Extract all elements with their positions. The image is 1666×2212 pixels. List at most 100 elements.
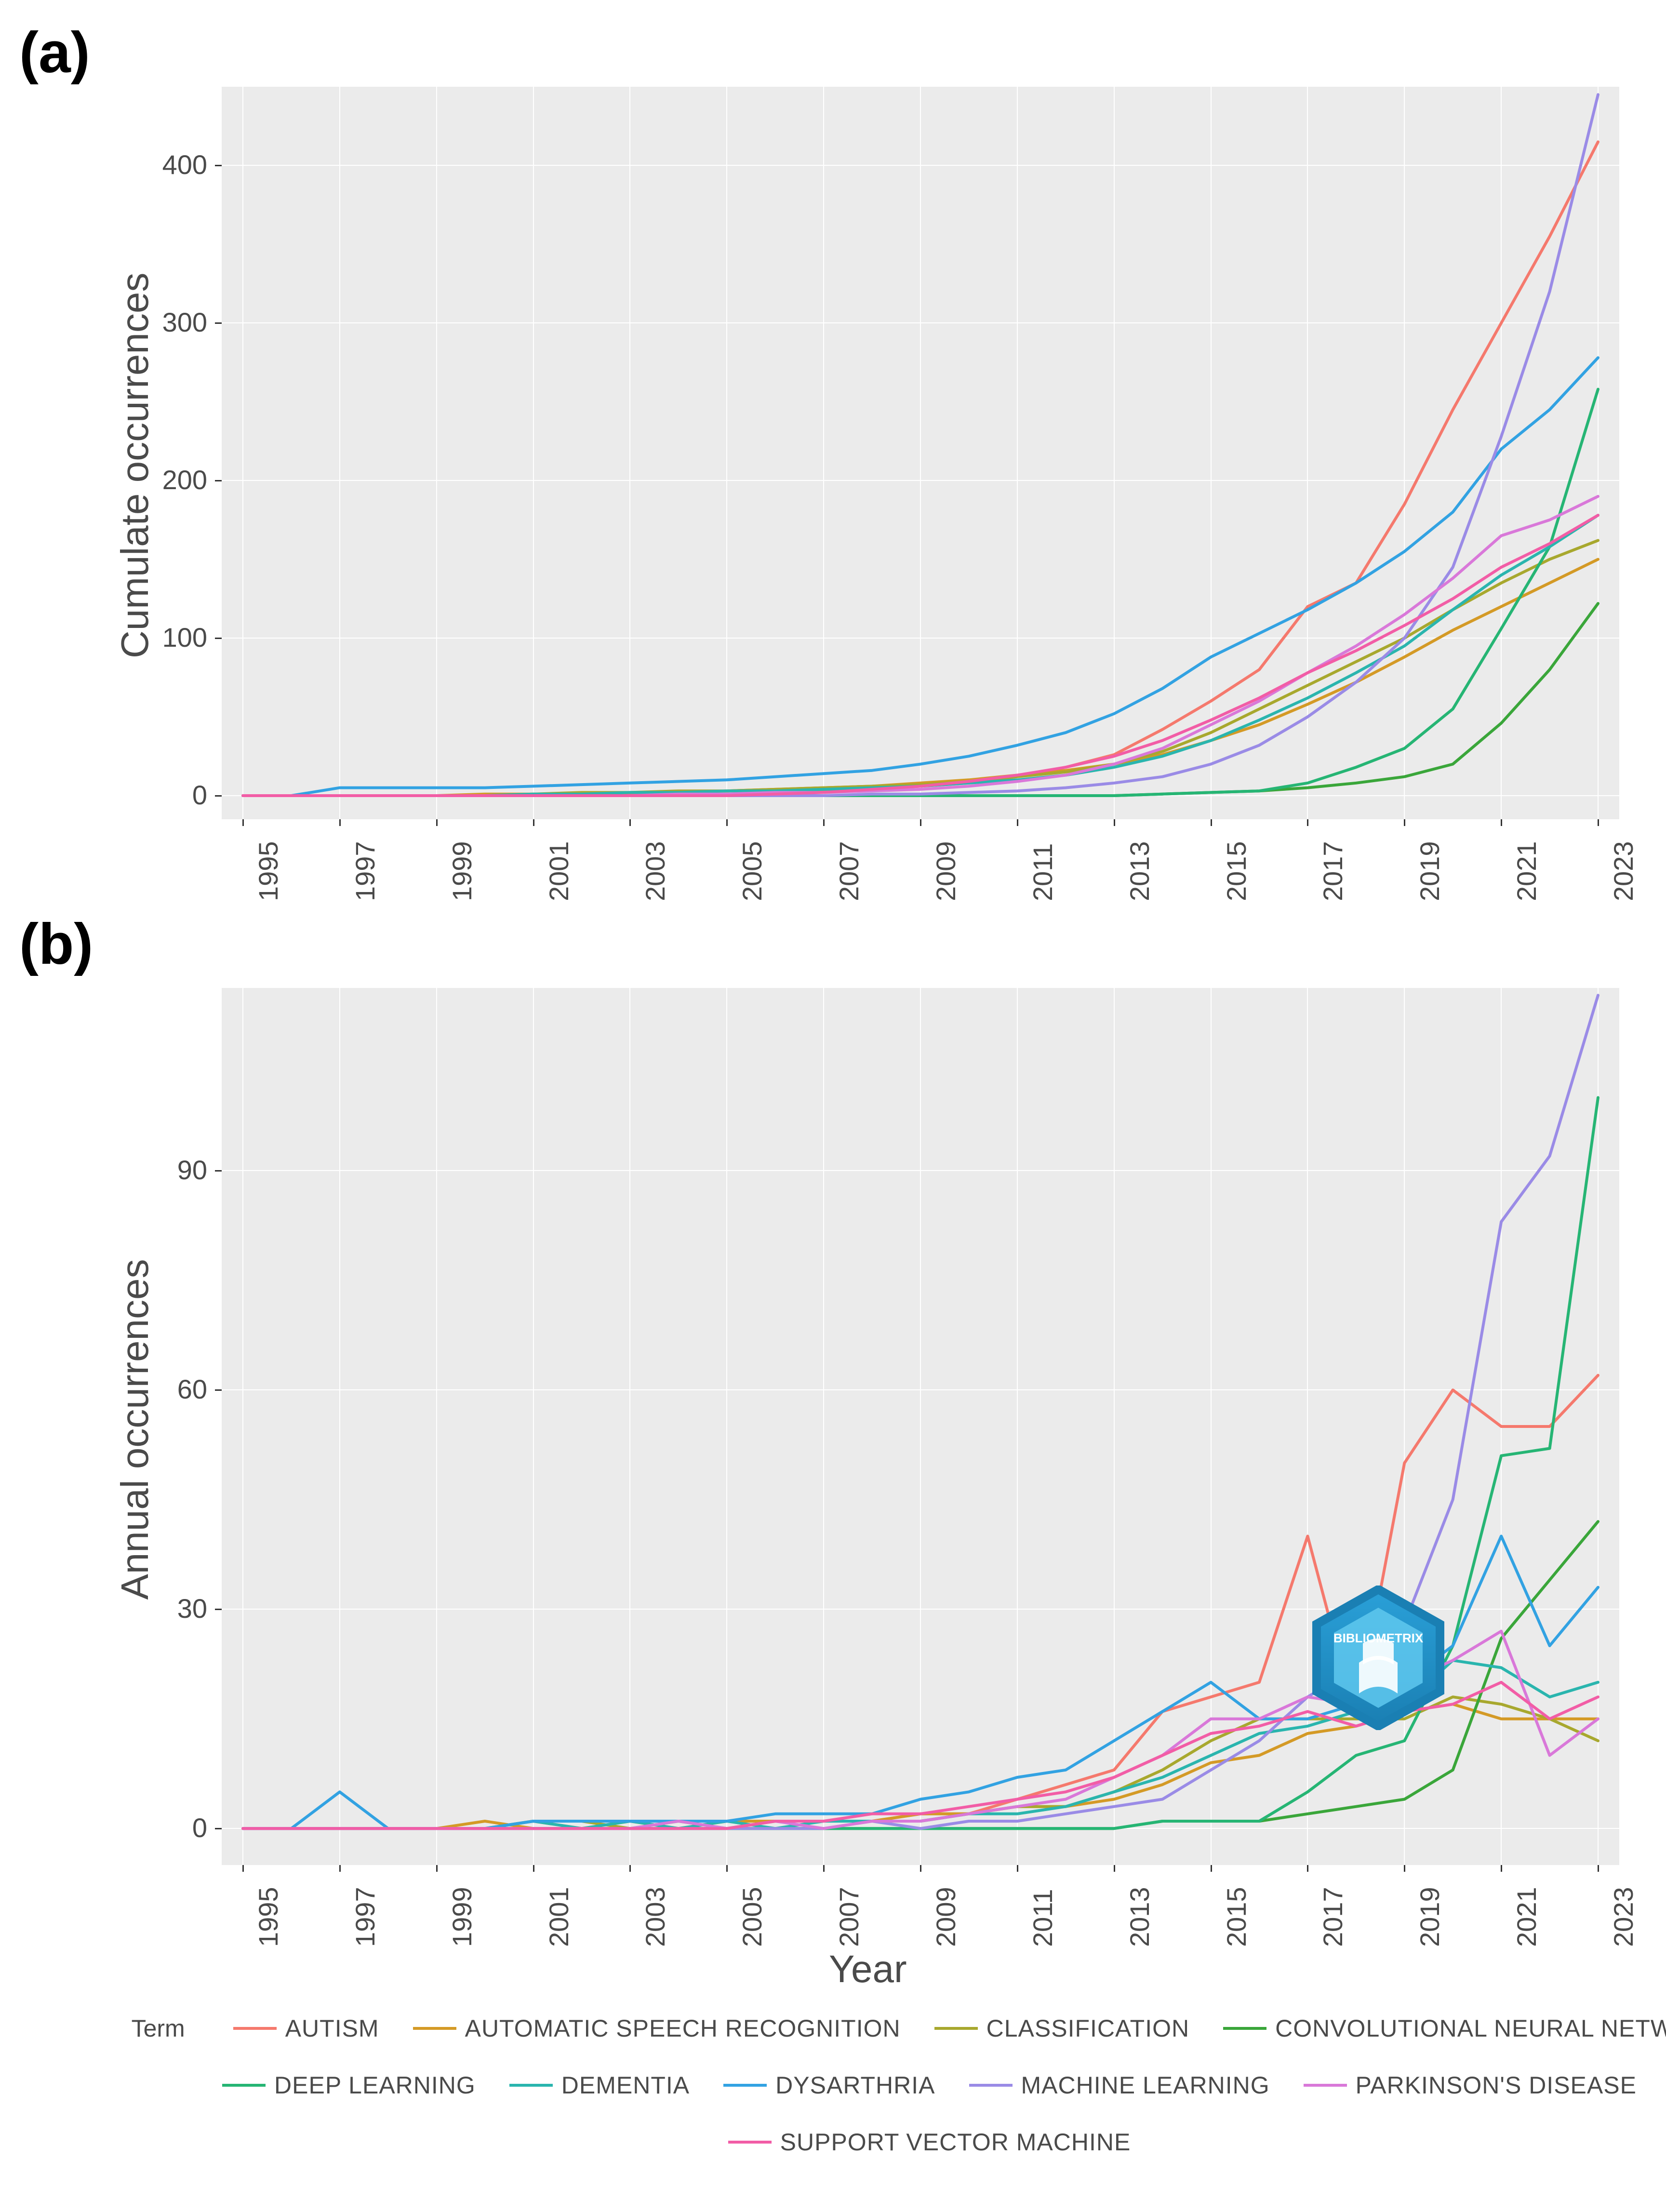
x-tick-label: 2001 — [543, 841, 574, 901]
legend-label: CONVOLUTIONAL NEURAL NETWORK — [1275, 2014, 1666, 2042]
y-tick-label: 30 — [145, 1593, 207, 1624]
x-tick — [726, 1865, 728, 1872]
x-tick — [339, 819, 341, 826]
legend-swatch — [723, 2084, 767, 2087]
y-tick — [215, 1389, 222, 1391]
x-tick — [1501, 819, 1502, 826]
legend-item: AUTISM — [233, 2014, 379, 2042]
badge-book-icon — [1359, 1639, 1398, 1693]
y-tick — [215, 1170, 222, 1172]
legend-item: CLASSIFICATION — [934, 2014, 1189, 2042]
series-svg — [222, 87, 1619, 819]
x-tick-label: 1995 — [253, 841, 284, 901]
x-tick — [823, 819, 825, 826]
y-tick-label: 60 — [145, 1373, 207, 1405]
series-line — [243, 389, 1598, 796]
x-tick — [1598, 1865, 1599, 1872]
badge-svg: BIBLIOMETRIX — [1311, 1586, 1446, 1730]
legend-item: DEMENTIA — [509, 2071, 690, 2099]
legend-swatch — [413, 2027, 456, 2030]
x-tick-label: 2021 — [1511, 841, 1542, 901]
panel-a-label: (a) — [19, 19, 90, 86]
series-line — [243, 94, 1598, 796]
figure-page: (a) Cumulate occurrences 010020030040019… — [0, 0, 1666, 2212]
legend-item: AUTOMATIC SPEECH RECOGNITION — [413, 2014, 901, 2042]
legend-swatch — [233, 2027, 277, 2030]
x-tick — [533, 819, 534, 826]
legend-swatch — [1223, 2027, 1266, 2030]
x-tick — [1404, 819, 1405, 826]
legend-label: AUTOMATIC SPEECH RECOGNITION — [465, 2014, 901, 2042]
x-tick-label: 2009 — [930, 841, 961, 901]
y-tick-label: 400 — [145, 149, 207, 180]
x-tick — [436, 819, 438, 826]
x-tick — [1017, 819, 1018, 826]
legend-item: PARKINSON'S DISEASE — [1304, 2071, 1637, 2099]
legend-title: Term — [132, 2014, 185, 2042]
legend-item: DYSARTHRIA — [723, 2071, 935, 2099]
x-tick — [920, 1865, 921, 1872]
chart-b-plot-area: 0306090199519971999200120032005200720092… — [222, 988, 1619, 1865]
x-tick-label: 2023 — [1608, 1887, 1639, 1947]
legend-label: AUTISM — [285, 2014, 379, 2042]
x-tick — [823, 1865, 825, 1872]
x-tick — [1211, 819, 1212, 826]
x-tick-label: 2013 — [1124, 1887, 1155, 1947]
series-line — [243, 603, 1598, 796]
x-tick-label: 2017 — [1317, 841, 1348, 901]
series-line — [243, 540, 1598, 796]
x-tick — [629, 1865, 631, 1872]
y-tick-label: 100 — [145, 622, 207, 653]
x-tick — [920, 819, 921, 826]
legend-label: DEEP LEARNING — [274, 2071, 476, 2099]
series-svg — [222, 988, 1619, 1865]
legend-swatch — [1304, 2084, 1347, 2087]
legend-label: DEMENTIA — [561, 2071, 690, 2099]
x-tick-label: 2001 — [543, 1887, 574, 1947]
series-line — [243, 142, 1598, 796]
x-tick-label: 2005 — [736, 841, 768, 901]
x-tick — [1307, 1865, 1308, 1872]
x-tick-label: 2019 — [1414, 1887, 1445, 1947]
bibliometrix-badge-icon: BIBLIOMETRIX — [1311, 1586, 1446, 1730]
x-axis-label: Year — [829, 1947, 907, 1991]
x-tick-label: 1997 — [349, 841, 381, 901]
chart-b-y-axis-label: Annual occurrences — [113, 1237, 157, 1622]
x-tick-label: 2007 — [833, 1887, 865, 1947]
legend-item: MACHINE LEARNING — [969, 2071, 1270, 2099]
x-tick-label: 1999 — [446, 1887, 478, 1947]
x-tick-label: 2017 — [1317, 1887, 1348, 1947]
legend-label: MACHINE LEARNING — [1021, 2071, 1270, 2099]
chart-a-plot-area: 0100200300400199519971999200120032005200… — [222, 87, 1619, 819]
legend-item: SUPPORT VECTOR MACHINE — [728, 2128, 1131, 2156]
legend-item: CONVOLUTIONAL NEURAL NETWORK — [1223, 2014, 1666, 2042]
x-tick-label: 2007 — [833, 841, 865, 901]
legend-label: PARKINSON'S DISEASE — [1356, 2071, 1637, 2099]
x-tick — [629, 819, 631, 826]
x-tick — [1017, 1865, 1018, 1872]
legend-label: SUPPORT VECTOR MACHINE — [780, 2128, 1131, 2156]
x-tick-label: 1999 — [446, 841, 478, 901]
x-tick-label: 2011 — [1027, 1889, 1058, 1947]
legend-swatch — [222, 2084, 266, 2087]
x-tick — [1114, 819, 1115, 826]
x-tick — [1211, 1865, 1212, 1872]
y-tick-label: 0 — [145, 779, 207, 811]
legend-label: CLASSIFICATION — [986, 2014, 1189, 2042]
x-tick-label: 2023 — [1608, 841, 1639, 901]
x-tick-label: 2019 — [1414, 841, 1445, 901]
x-tick — [436, 1865, 438, 1872]
y-tick — [215, 1828, 222, 1829]
x-tick-label: 2015 — [1221, 1887, 1252, 1947]
y-tick — [215, 1609, 222, 1610]
y-tick — [215, 322, 222, 324]
x-tick — [339, 1865, 341, 1872]
x-tick-label: 2009 — [930, 1887, 961, 1947]
x-tick — [533, 1865, 534, 1872]
x-tick — [242, 1865, 244, 1872]
x-tick-label: 2013 — [1124, 841, 1155, 901]
x-tick — [1404, 1865, 1405, 1872]
badge-text: BIBLIOMETRIX — [1333, 1631, 1424, 1645]
y-tick-label: 90 — [145, 1154, 207, 1186]
x-tick-label: 1997 — [349, 1887, 381, 1947]
